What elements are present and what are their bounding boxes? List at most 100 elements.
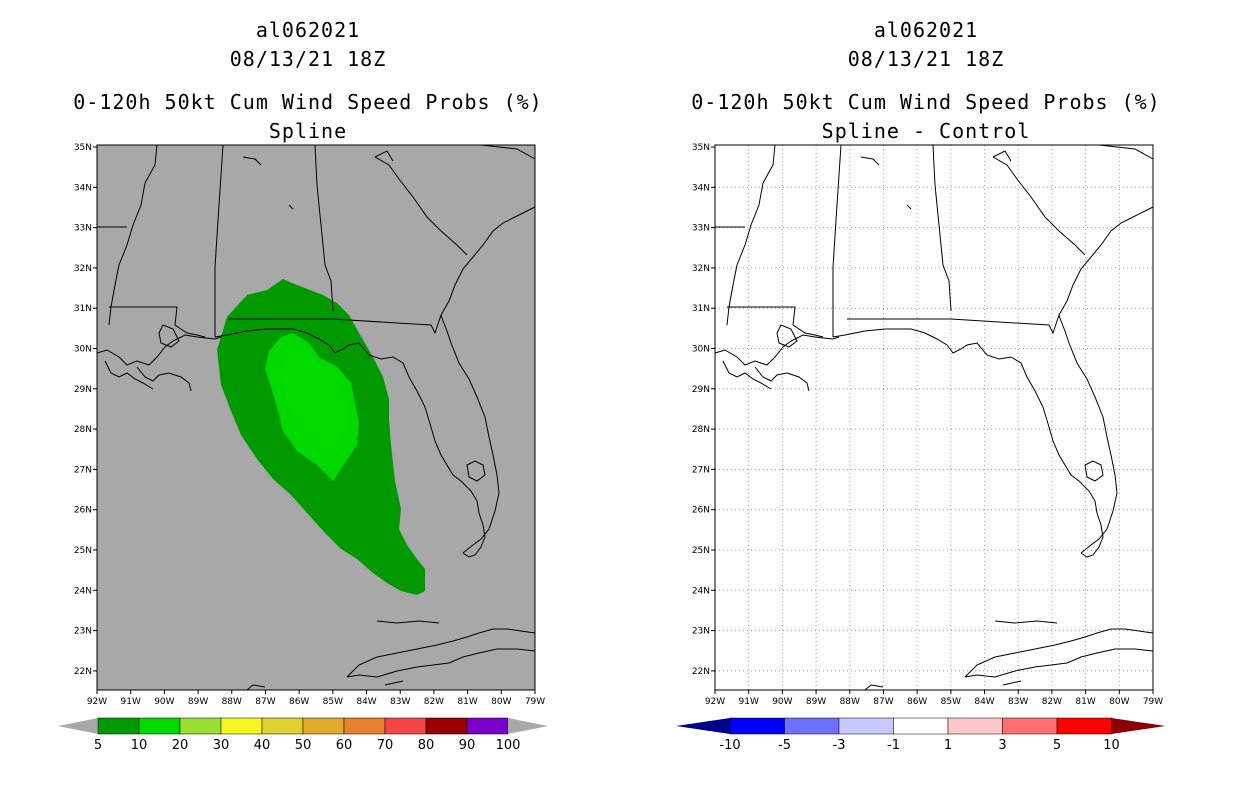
lat-label: 35N xyxy=(74,143,92,153)
colorbar-swatch xyxy=(138,717,181,735)
lat-label: 25N xyxy=(74,546,92,556)
lon-label: 83W xyxy=(390,697,410,707)
colorbar-label: 10 xyxy=(131,738,148,753)
lat-label: 34N xyxy=(74,183,92,193)
colorbar-swatch xyxy=(261,717,304,735)
lat-label: 27N xyxy=(74,465,92,475)
colorbar-swatch xyxy=(384,717,427,735)
right-title-method: Spline - Control xyxy=(821,119,1031,143)
lat-label: 25N xyxy=(692,546,710,556)
left-title-storm: al062021 xyxy=(255,18,361,42)
lat-label: 30N xyxy=(74,345,92,355)
lon-label: 90W xyxy=(772,697,792,707)
colorbar-end-left xyxy=(676,718,730,734)
lat-label: 24N xyxy=(74,586,92,596)
colorbar-swatch xyxy=(220,717,263,735)
left-title-product: 0-120h 50kt Cum Wind Speed Probs (%) xyxy=(73,90,543,114)
right-title: al062021 08/13/21 18Z 0-120h 50kt Cum Wi… xyxy=(646,16,1206,146)
lon-label: 89W xyxy=(806,697,826,707)
lon-label: 89W xyxy=(188,697,208,707)
left-colorbar: 5 10 20 30 40 50 60 70 80 90 100 xyxy=(58,717,548,753)
lat-label: 26N xyxy=(692,506,710,516)
colorbar-end-right xyxy=(1111,718,1166,734)
lon-label: 82W xyxy=(424,697,444,707)
colorbar-swatch xyxy=(1056,717,1112,735)
lat-label: 32N xyxy=(74,264,92,274)
colorbar-label: 90 xyxy=(459,738,476,753)
lat-label: 29N xyxy=(74,385,92,395)
lat-label: 31N xyxy=(74,304,92,314)
lat-label: 32N xyxy=(692,264,710,274)
right-map-background xyxy=(715,145,1153,690)
colorbar-label: 20 xyxy=(172,738,189,753)
left-title: al062021 08/13/21 18Z 0-120h 50kt Cum Wi… xyxy=(28,16,588,146)
lon-label: 91W xyxy=(739,697,759,707)
lat-label: 22N xyxy=(74,667,92,677)
left-axis-ticks: 92W 91W 90W 89W 88W 87W 86W 85W 84W 83W 82W 81W 80W 7… xyxy=(74,143,545,707)
prob-contour-core xyxy=(281,351,347,445)
colorbar-label: 30 xyxy=(213,738,230,753)
colorbar-swatch xyxy=(838,717,894,735)
colorbar-swatch xyxy=(97,717,140,735)
lon-label: 79W xyxy=(525,697,545,707)
lat-label: 24N xyxy=(692,586,710,596)
right-title-storm: al062021 xyxy=(873,18,979,42)
colorbar-label: 1 xyxy=(944,738,952,753)
right-colorbar: -10 -5 -3 -1 1 3 5 10 xyxy=(676,717,1166,753)
colorbar-swatch xyxy=(425,717,468,735)
lon-label: 81W xyxy=(457,697,477,707)
colorbar-swatch xyxy=(466,717,509,735)
left-title-method: Spline xyxy=(268,119,348,143)
lon-label: 88W xyxy=(840,697,860,707)
prob-contour-10 xyxy=(265,333,359,481)
lat-label: 23N xyxy=(692,627,710,637)
lat-label: 33N xyxy=(692,224,710,234)
colorbar-label: 60 xyxy=(336,738,353,753)
colorbar-swatch xyxy=(893,717,949,735)
left-map-frame xyxy=(96,144,536,691)
colorbar-swatch xyxy=(302,717,345,735)
colorbar-swatch xyxy=(343,717,386,735)
colorbar-label: 50 xyxy=(295,738,312,753)
colorbar-label: 10 xyxy=(1103,738,1120,753)
lon-label: 92W xyxy=(87,697,107,707)
colorbar-label: 80 xyxy=(418,738,435,753)
right-axis-ticks: 92W 91W 90W 89W 88W 87W 86W 85W 84W 83W 82W 81W 80W 7… xyxy=(692,143,1163,707)
colorbar-swatch xyxy=(729,717,785,735)
left-map-panel: 92W 91W 90W 89W 88W 87W 86W 85W 84W 83W 82W 81W 80W 7… xyxy=(74,143,545,707)
lat-label: 28N xyxy=(692,425,710,435)
colorbar-label: -3 xyxy=(833,738,846,753)
lat-label: 27N xyxy=(692,465,710,475)
colorbar-label: -5 xyxy=(778,738,791,753)
right-map-panel: 92W 91W 90W 89W 88W 87W 86W 85W 84W 83W 82W 81W 80W 7… xyxy=(692,143,1163,707)
lat-label: 28N xyxy=(74,425,92,435)
lat-label: 34N xyxy=(692,183,710,193)
lat-label: 26N xyxy=(74,506,92,516)
colorbar-label: 5 xyxy=(94,738,102,753)
lon-label: 92W xyxy=(705,697,725,707)
colorbar-swatch xyxy=(1002,717,1058,735)
colorbar-swatch xyxy=(179,717,222,735)
lon-label: 86W xyxy=(289,697,309,707)
colorbar-end-left xyxy=(58,718,98,734)
colorbar-label: -1 xyxy=(887,738,900,753)
left-title-date: 08/13/21 18Z xyxy=(229,47,387,71)
lon-label: 83W xyxy=(1008,697,1028,707)
lon-label: 87W xyxy=(873,697,893,707)
colorbar-swatch xyxy=(784,717,840,735)
lon-label: 82W xyxy=(1042,697,1062,707)
lon-label: 90W xyxy=(154,697,174,707)
right-title-date: 08/13/21 18Z xyxy=(847,47,1005,71)
lat-label: 30N xyxy=(692,345,710,355)
lon-label: 91W xyxy=(121,697,141,707)
lon-label: 81W xyxy=(1075,697,1095,707)
lon-label: 79W xyxy=(1143,697,1163,707)
colorbar-label: 40 xyxy=(254,738,271,753)
lon-label: 87W xyxy=(255,697,275,707)
lon-label: 86W xyxy=(907,697,927,707)
right-gridlines xyxy=(715,145,1153,690)
colorbar-label: 100 xyxy=(496,738,521,753)
lon-label: 88W xyxy=(222,697,242,707)
lat-label: 29N xyxy=(692,385,710,395)
